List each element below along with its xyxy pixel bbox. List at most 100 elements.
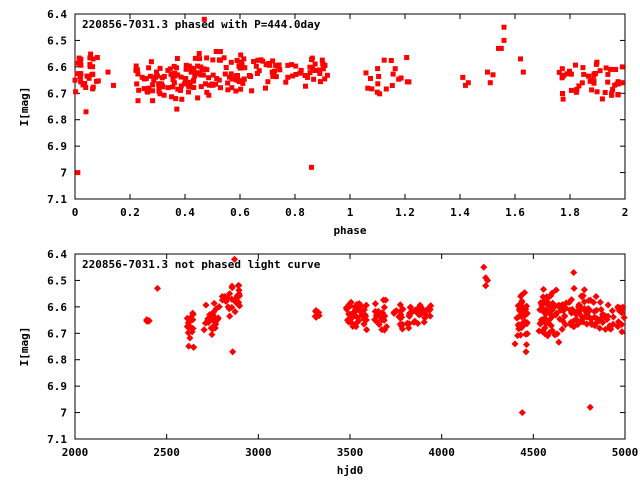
- data-point: [256, 68, 262, 74]
- data-point: [228, 303, 236, 311]
- data-point: [90, 64, 96, 70]
- data-point: [355, 317, 363, 325]
- data-point: [389, 83, 395, 88]
- data-point: [590, 313, 598, 321]
- data-point: [203, 81, 208, 87]
- data-point: [564, 71, 570, 77]
- data-point: [187, 314, 195, 322]
- data-point: [398, 75, 404, 81]
- data-point: [195, 95, 201, 101]
- data-point: [276, 62, 282, 68]
- data-point: [204, 55, 210, 61]
- phased-xtick-label: 1.2: [395, 206, 415, 219]
- data-point: [576, 83, 582, 89]
- unphased-ytick-label: 6.7: [47, 327, 67, 340]
- data-point: [309, 55, 315, 61]
- data-point: [251, 59, 257, 64]
- data-point: [227, 74, 232, 80]
- unphased-data-points: [143, 255, 628, 417]
- data-point: [381, 57, 387, 63]
- data-point: [141, 76, 147, 82]
- data-point: [161, 73, 167, 79]
- data-point: [221, 55, 227, 61]
- data-point: [152, 74, 158, 80]
- data-point: [350, 321, 358, 329]
- data-point: [87, 55, 93, 61]
- phased-ytick-label: 6.4: [47, 8, 67, 21]
- phased-ytick-label: 7: [60, 167, 67, 180]
- data-point: [614, 81, 620, 87]
- data-point: [209, 82, 215, 88]
- data-point: [541, 330, 549, 338]
- data-point: [78, 79, 84, 85]
- data-point: [258, 57, 264, 63]
- phased-panel: 220856-7031.3 phased with P=444.0day pha…: [18, 8, 628, 237]
- data-point: [570, 284, 578, 292]
- data-point: [197, 56, 203, 62]
- data-point: [365, 85, 371, 91]
- data-point: [380, 303, 388, 311]
- data-point: [371, 307, 379, 316]
- data-point: [238, 86, 244, 92]
- data-point: [178, 74, 184, 80]
- data-point: [151, 77, 157, 83]
- data-point: [229, 76, 235, 82]
- data-point: [83, 109, 89, 115]
- phased-ytick-label: 6.6: [47, 61, 67, 74]
- data-point: [390, 71, 396, 77]
- data-point: [380, 326, 388, 334]
- data-point: [559, 66, 565, 72]
- data-point: [135, 71, 141, 77]
- data-point: [194, 70, 200, 76]
- data-point: [265, 79, 271, 85]
- data-point: [305, 74, 310, 80]
- data-point: [382, 296, 390, 304]
- phased-xlabel: phase: [333, 224, 366, 237]
- data-point: [522, 330, 530, 338]
- data-point: [599, 96, 605, 102]
- data-point: [498, 45, 504, 51]
- phased-title: 220856-7031.3 phased with P=444.0day: [82, 18, 321, 31]
- data-point: [342, 304, 350, 312]
- data-point: [322, 76, 328, 82]
- data-point: [398, 320, 407, 328]
- phased-axis-ticks: 0 0.2 0.4 0.6 0.8 1 1.2 1.4 1.6 1.8 2 6.4 6.5 6.6 6.7 6…: [47, 8, 628, 219]
- data-point: [602, 90, 608, 95]
- data-point: [320, 66, 326, 72]
- data-point: [277, 67, 283, 73]
- data-point: [558, 325, 566, 333]
- data-point: [285, 74, 291, 80]
- data-point: [185, 342, 193, 350]
- data-point: [111, 82, 116, 88]
- phased-ytick-label: 7.1: [47, 193, 67, 206]
- data-point: [233, 75, 239, 81]
- data-point: [74, 71, 80, 77]
- data-point: [201, 16, 207, 22]
- data-point: [380, 316, 388, 324]
- data-point: [270, 73, 276, 79]
- data-point: [539, 285, 548, 293]
- data-point: [75, 170, 81, 176]
- data-point: [404, 55, 410, 60]
- data-point: [206, 92, 212, 98]
- data-point: [228, 282, 236, 290]
- data-point: [542, 310, 550, 318]
- data-point: [586, 403, 594, 411]
- data-point: [318, 79, 323, 85]
- data-point: [601, 325, 609, 333]
- data-point: [501, 24, 507, 30]
- unphased-xtick-label: 3000: [245, 446, 272, 459]
- data-point: [388, 58, 394, 63]
- data-point: [263, 62, 269, 68]
- data-point: [605, 79, 611, 85]
- data-point: [191, 85, 197, 90]
- unphased-axis-ticks: 2000 2500 3000 3500 4000 4500 5000 6.4 6.5 6.6 6.7…: [47, 248, 638, 459]
- data-point: [201, 319, 210, 327]
- data-point: [191, 66, 197, 72]
- data-point: [609, 320, 617, 328]
- data-point: [184, 329, 192, 337]
- data-point: [195, 63, 201, 69]
- data-point: [518, 56, 523, 62]
- data-point: [231, 308, 239, 316]
- data-point: [604, 301, 612, 309]
